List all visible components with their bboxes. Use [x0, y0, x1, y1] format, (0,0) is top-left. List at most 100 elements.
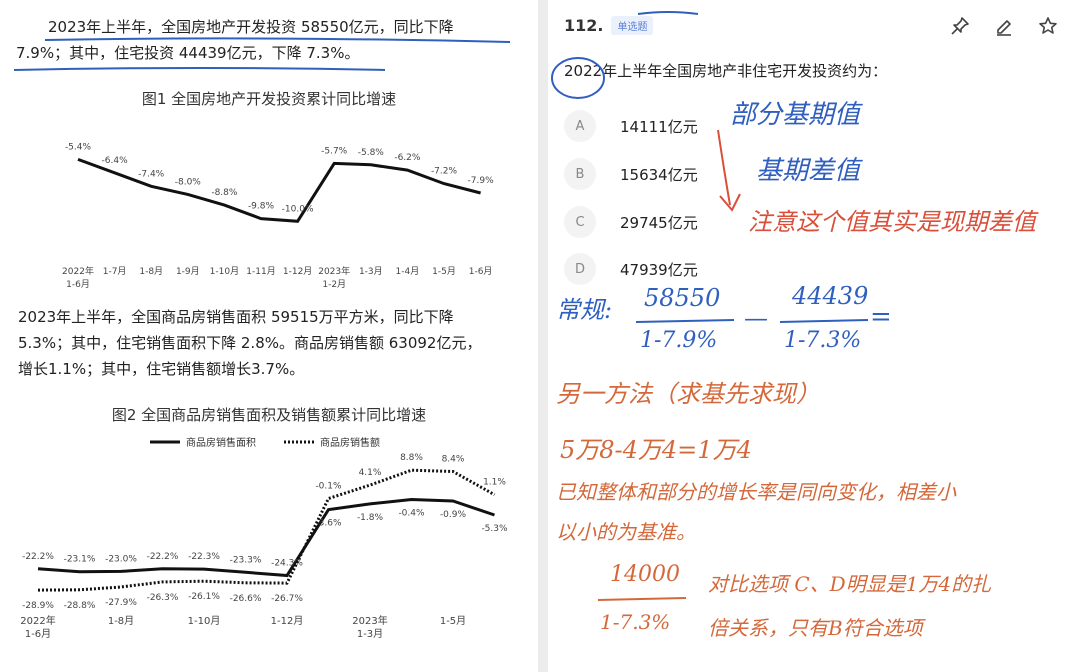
- note-conclusion-2: 倍关系，只有B符合选项: [708, 616, 923, 640]
- sales-line-3: 增长1.1%；其中，住宅销售额增长3.7%。: [18, 360, 305, 378]
- data-label: -23.3%: [230, 555, 262, 565]
- fraction-bar-3: [597, 597, 687, 601]
- note-frac3-den: 1-7.3%: [600, 610, 671, 634]
- data-label: -3.6%: [315, 519, 342, 529]
- x-tick-label: 1-10月: [188, 615, 221, 627]
- data-label: 4.1%: [359, 468, 382, 478]
- data-label: -26.3%: [147, 593, 179, 603]
- intro-paragraph: 2023年上半年，全国房地产开发投资 58550亿元，同比下降 7.9%；其中，…: [16, 14, 518, 66]
- investment-growth-chart: -5.4% -6.4% -7.4% -8.0% -8.8% -9.8% -10.0% -5.7…: [62, 142, 495, 290]
- note-minus: —: [744, 304, 768, 332]
- x-tick-label: 1-5月: [440, 615, 466, 627]
- data-label: -22.2%: [147, 552, 179, 562]
- data-label: -0.1%: [315, 482, 342, 492]
- option-a-letter: A: [564, 110, 596, 142]
- data-label: -6.2%: [394, 153, 421, 163]
- edit-icon[interactable]: [992, 14, 1016, 38]
- data-label: -5.4%: [65, 142, 92, 152]
- question-type-badge: 单选题: [611, 16, 654, 35]
- fraction-bars: [635, 319, 869, 323]
- question-number: 112.: [564, 16, 604, 35]
- option-a[interactable]: A 14111亿元: [564, 110, 698, 142]
- data-label: -24.3%: [271, 559, 303, 569]
- x-tick-label: 1-4月: [396, 266, 420, 277]
- question-stem: 2022年上半年全国房地产非住宅开发投资约为：: [564, 62, 888, 80]
- pane-divider: [538, 0, 548, 672]
- x-tick-label: 2022年: [20, 614, 55, 627]
- data-label: -5.8%: [358, 148, 385, 158]
- data-label: -22.3%: [188, 552, 220, 562]
- note-calc: 5万8-4万4=1万4: [560, 436, 752, 464]
- data-label: -10.0%: [282, 204, 314, 214]
- note-frac3-num: 14000: [610, 562, 680, 587]
- x-tick-label: 1-6月: [66, 279, 90, 290]
- sales-line-1: 2023年上半年，全国商品房销售面积 59515万平方米，同比下降: [18, 308, 454, 326]
- x-tick-label: 1-11月: [246, 266, 275, 277]
- x-tick-label: 1-8月: [139, 266, 163, 277]
- pin-icon[interactable]: [948, 14, 972, 38]
- data-label: -27.9%: [105, 598, 137, 608]
- figure-2-title: 图2 全国商品房销售面积及销售额累计同比增速: [111, 406, 427, 424]
- x-tick-label: 1-5月: [432, 266, 456, 277]
- note-frac1-den: 1-7.9%: [640, 328, 718, 353]
- data-label: -5.3%: [481, 524, 508, 534]
- data-label: -26.6%: [230, 594, 262, 604]
- note-regular-label: 常规:: [556, 296, 613, 324]
- data-label: 1.1%: [483, 478, 506, 488]
- figure-1-title: 图1 全国房地产开发投资累计同比增速: [141, 90, 397, 108]
- x-tick-label: 2022年: [62, 265, 94, 277]
- series-line-area: [37, 497, 495, 578]
- note-conclusion-1: 对比选项 C、D明显是1万4的扎: [708, 572, 992, 596]
- data-label: -26.7%: [271, 594, 303, 604]
- data-label: -23.1%: [64, 555, 96, 565]
- data-label: -7.9%: [468, 176, 495, 186]
- underline-annotation: [13, 37, 511, 71]
- legend-label-area: 商品房销售面积: [186, 436, 256, 449]
- data-label: -6.4%: [102, 156, 129, 166]
- option-b-letter: B: [564, 158, 596, 190]
- note-partial-base: 部分基期值: [730, 100, 861, 130]
- data-label: -26.1%: [188, 592, 220, 602]
- question-pane: 112. 单选题 2022年上半年全国房地产非住宅开发投资约为： A 14111…: [548, 0, 1080, 672]
- option-a-text: 14111亿元: [620, 117, 698, 136]
- data-label: -22.2%: [22, 552, 54, 562]
- option-d[interactable]: D 47939亿元: [564, 253, 698, 285]
- data-label: -7.2%: [431, 167, 458, 177]
- option-d-letter: D: [564, 253, 596, 285]
- data-label: 8.8%: [400, 453, 423, 463]
- question-toolbar: [948, 14, 1060, 38]
- x-tick-label: 1-6月: [469, 266, 493, 277]
- data-label: -0.4%: [398, 508, 425, 518]
- x-tick-label: 1-3月: [359, 266, 383, 277]
- x-tick-label: 1-9月: [176, 266, 200, 277]
- data-label: -0.9%: [440, 510, 467, 520]
- data-label: -8.8%: [211, 188, 238, 198]
- x-tick-label: 1-3月: [357, 628, 383, 640]
- data-label: -5.7%: [321, 146, 348, 156]
- x-tick-label: 1-12月: [271, 615, 304, 627]
- data-label: -9.8%: [248, 202, 275, 212]
- option-d-text: 47939亿元: [620, 260, 698, 279]
- x-tick-label: 1-10月: [210, 266, 239, 277]
- option-c-text: 29745亿元: [620, 213, 698, 232]
- note-base-diff: 基期差值: [756, 156, 861, 186]
- data-label: -1.8%: [357, 513, 384, 523]
- series-line-sales: [37, 468, 496, 592]
- star-icon[interactable]: [1036, 14, 1060, 38]
- data-label: -8.0%: [175, 177, 202, 187]
- data-label: -28.9%: [22, 601, 54, 611]
- x-tick-label: 1-8月: [108, 615, 134, 627]
- note-frac2-num: 44439: [792, 282, 869, 310]
- data-label: 8.4%: [442, 454, 465, 464]
- sales-paragraph: 2023年上半年，全国商品房销售面积 59515万平方米，同比下降 5.3%；其…: [18, 304, 518, 382]
- x-tick-label: 1-12月: [283, 266, 312, 277]
- note-current-diff: 注意这个值其实是现期差值: [748, 208, 1036, 236]
- x-tick-label: 2023年: [318, 265, 350, 277]
- chart-legend: 商品房销售面积 商品房销售额: [150, 436, 380, 449]
- option-b[interactable]: B 15634亿元: [564, 158, 698, 190]
- x-tick-label: 2023年: [352, 614, 387, 627]
- note-frac1-num: 58550: [644, 284, 721, 312]
- note-method2: 另一方法（求基先求现）: [556, 380, 820, 408]
- data-label: -28.8%: [64, 601, 96, 611]
- option-c[interactable]: C 29745亿元: [564, 206, 698, 238]
